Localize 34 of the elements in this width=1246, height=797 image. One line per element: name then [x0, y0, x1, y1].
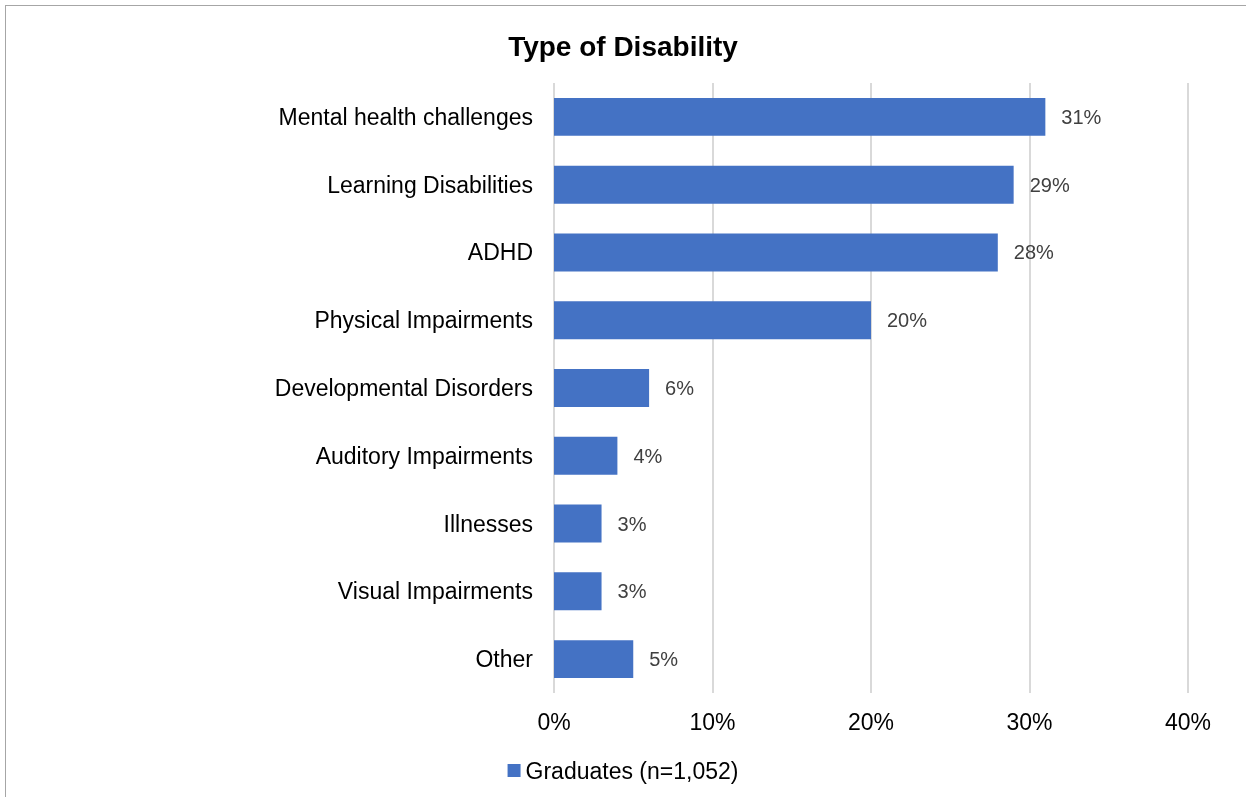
data-label: 4%	[633, 444, 663, 467]
data-label: 5%	[649, 648, 679, 671]
bar	[554, 301, 871, 340]
x-tick-label: 30%	[1006, 708, 1053, 735]
x-tick-label: 20%	[847, 708, 895, 735]
data-label: 28%	[1013, 241, 1055, 264]
data-label: 31%	[1061, 105, 1102, 128]
bar	[554, 640, 634, 679]
data-label: 29%	[1029, 173, 1070, 196]
x-tick-label: 0%	[537, 708, 571, 735]
y-tick-label: Other	[475, 646, 534, 673]
bar	[554, 233, 998, 272]
y-tick-label: Mental health challenges	[278, 103, 533, 130]
y-tick-label: Developmental Disorders	[274, 375, 533, 401]
bar	[554, 369, 650, 407]
bar	[554, 436, 618, 475]
y-tick-label: ADHD	[467, 239, 533, 266]
bar	[554, 572, 602, 611]
y-tick-label: Physical Impairments	[314, 307, 533, 334]
data-label: 20%	[887, 309, 928, 332]
x-tick-label: 10%	[689, 708, 736, 735]
x-tick-label: 40%	[1164, 708, 1212, 735]
data-label: 3%	[617, 512, 647, 535]
data-label: 3%	[617, 580, 647, 603]
chart-title: Type of Disability	[508, 30, 739, 62]
y-tick-label: Learning Disabilities	[327, 171, 533, 198]
bar	[554, 165, 1014, 204]
data-label: 6%	[665, 377, 695, 399]
y-tick-label: Illnesses	[443, 510, 533, 537]
legend-label: Graduates (n=1,052)	[525, 757, 739, 784]
y-tick-label: Auditory Impairments	[315, 442, 533, 469]
bar	[554, 504, 602, 543]
y-tick-label: Visual Impairments	[337, 578, 533, 605]
bar	[554, 97, 1046, 136]
